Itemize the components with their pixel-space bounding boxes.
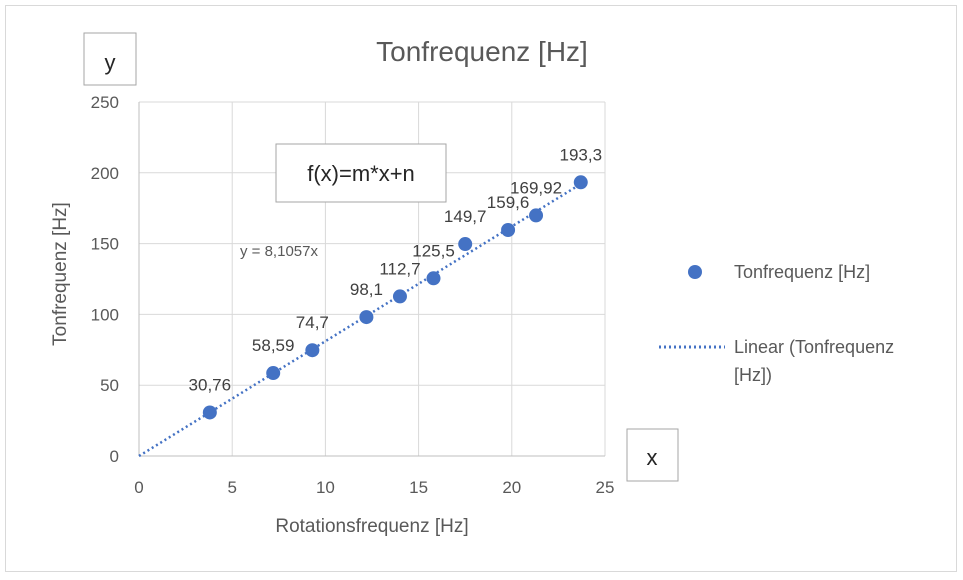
y-tick-label: 250 bbox=[91, 93, 119, 112]
x-tick-label: 5 bbox=[227, 478, 236, 497]
data-label: 169,92 bbox=[510, 178, 562, 197]
formula-annotation-box: f(x)=m*x+n bbox=[275, 143, 447, 203]
y-tick-labels: 0 50 100 150 200 250 bbox=[91, 93, 119, 466]
legend-trend-label-line1: Linear (Tonfrequenz bbox=[734, 337, 894, 357]
x-box-text: x bbox=[647, 445, 658, 470]
data-label: 193,3 bbox=[559, 145, 602, 164]
y-axis-title: Tonfrequenz [Hz] bbox=[50, 202, 71, 346]
chart-title: Tonfrequenz [Hz] bbox=[376, 36, 588, 67]
x-axis-title: Rotationsfrequenz [Hz] bbox=[275, 516, 468, 537]
data-points bbox=[202, 175, 588, 420]
data-point bbox=[426, 271, 441, 286]
data-label: 30,76 bbox=[189, 375, 232, 394]
y-tick-label: 200 bbox=[91, 164, 119, 183]
data-label: 149,7 bbox=[444, 207, 487, 226]
data-point bbox=[501, 223, 516, 238]
chart-frame bbox=[5, 5, 957, 572]
x-annotation-box: x bbox=[626, 428, 679, 482]
y-tick-label: 50 bbox=[100, 376, 119, 395]
data-point bbox=[359, 310, 374, 325]
data-point bbox=[392, 289, 407, 304]
axes bbox=[138, 102, 605, 457]
x-tick-label: 10 bbox=[316, 478, 335, 497]
legend-scatter-label: Tonfrequenz [Hz] bbox=[734, 262, 870, 282]
x-tick-label: 20 bbox=[502, 478, 521, 497]
data-point bbox=[458, 237, 473, 252]
x-tick-label: 15 bbox=[409, 478, 428, 497]
formula-box-text: f(x)=m*x+n bbox=[307, 161, 415, 186]
data-label: 58,59 bbox=[252, 336, 295, 355]
data-point bbox=[305, 343, 320, 358]
data-label: 74,7 bbox=[296, 313, 329, 332]
legend-trend-label-line2: [Hz]) bbox=[734, 365, 772, 385]
x-tick-label: 0 bbox=[134, 478, 143, 497]
data-point bbox=[529, 208, 544, 223]
trendline-equation: y = 8,1057x bbox=[240, 243, 318, 260]
grid-lines bbox=[139, 101, 606, 456]
data-label: 159,6 bbox=[487, 193, 530, 212]
data-point bbox=[266, 366, 281, 381]
data-point bbox=[202, 405, 217, 420]
y-box-text: y bbox=[105, 50, 116, 75]
y-tick-label: 100 bbox=[91, 305, 119, 324]
legend: Tonfrequenz [Hz] Linear (Tonfrequenz [Hz… bbox=[659, 262, 894, 385]
y-tick-label: 150 bbox=[91, 235, 119, 254]
y-tick-label: 0 bbox=[110, 447, 119, 466]
data-label: 98,1 bbox=[350, 280, 383, 299]
data-label: 125,5 bbox=[412, 241, 455, 260]
x-tick-labels: 0 5 10 15 20 25 bbox=[134, 478, 614, 497]
y-annotation-box: y bbox=[83, 32, 137, 86]
legend-scatter-marker bbox=[688, 265, 702, 279]
x-tick-label: 25 bbox=[596, 478, 615, 497]
data-label: 112,7 bbox=[379, 259, 420, 278]
data-point bbox=[573, 175, 588, 190]
